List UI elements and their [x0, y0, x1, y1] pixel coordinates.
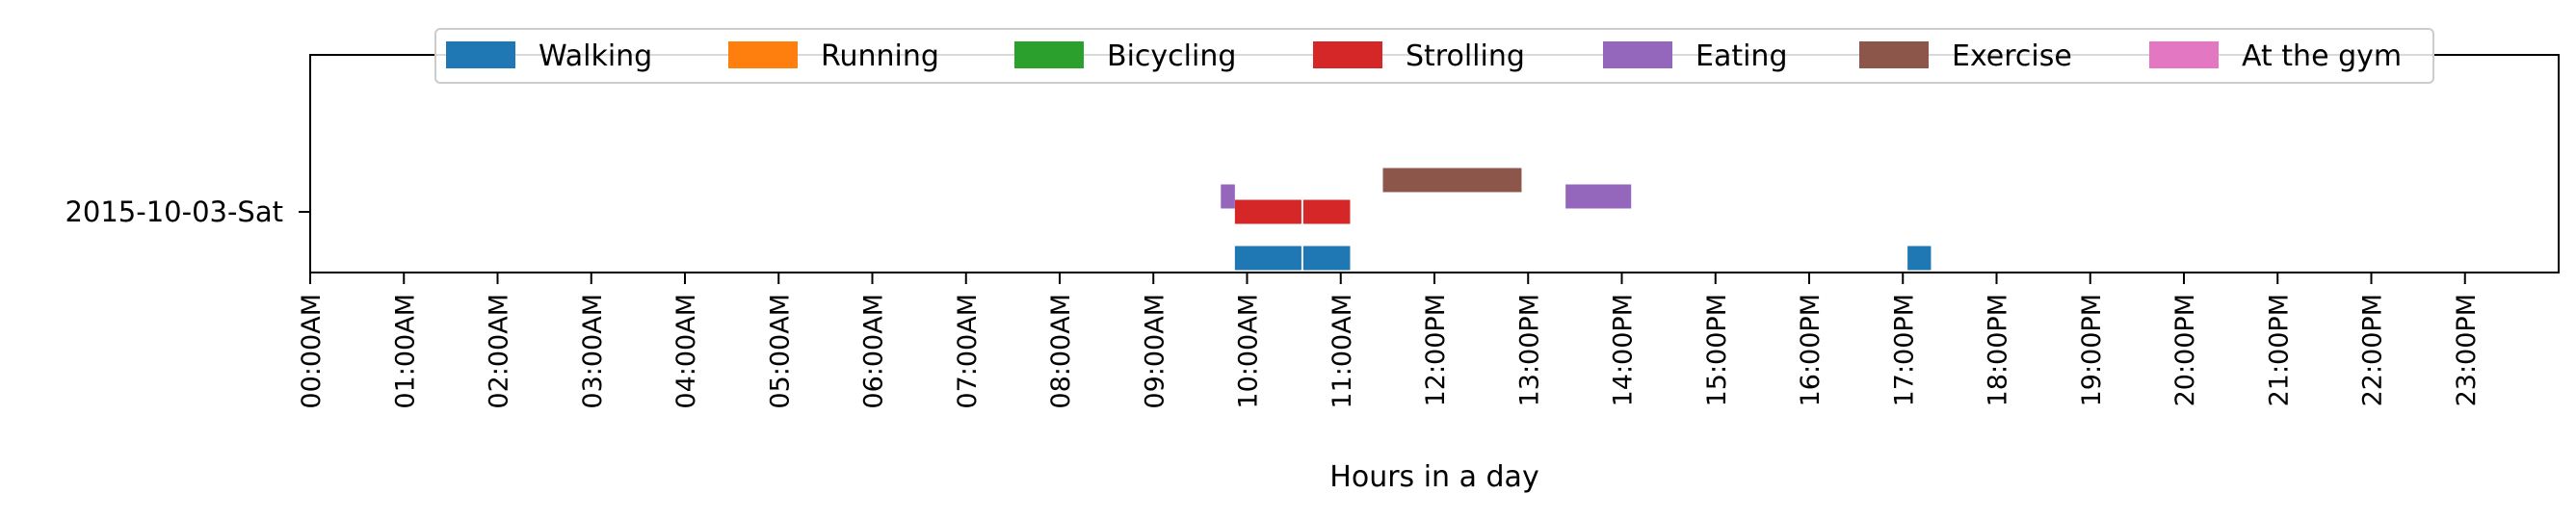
x-tick-label: 14:00PM — [1609, 294, 1639, 406]
legend: Walking Running Bicycling Strolling Eating Ex… — [434, 28, 2434, 84]
x-tick-label: 06:00AM — [859, 294, 889, 409]
x-tick-label: 11:00AM — [1327, 294, 1357, 409]
legend-swatch — [1859, 41, 1929, 68]
bar-eating — [1565, 184, 1632, 209]
legend-box — [434, 28, 2434, 84]
x-tick-label: 15:00PM — [1702, 294, 1732, 406]
x-tick-label: 03:00AM — [578, 294, 608, 409]
legend-swatch — [1313, 41, 1382, 68]
bar-exercise — [1382, 168, 1522, 193]
legend-label: Strolling — [1406, 39, 1525, 73]
y-axis: 2015-10-03-Sat — [65, 195, 310, 228]
legend-swatch — [2149, 41, 2219, 68]
x-axis-label: Hours in a day — [1329, 460, 1538, 494]
x-tick-label: 13:00PM — [1514, 294, 1544, 406]
x-tick-label: 20:00PM — [2170, 294, 2200, 406]
x-tick-label: 21:00PM — [2264, 294, 2294, 406]
x-tick-label: 22:00PM — [2358, 294, 2388, 406]
bars-layer — [1221, 168, 1932, 271]
x-tick-label: 17:00PM — [1889, 294, 1919, 406]
x-tick-label: 10:00AM — [1234, 294, 1264, 409]
x-tick-label: 19:00PM — [2077, 294, 2107, 406]
legend-label: Exercise — [1952, 39, 2072, 73]
bar-strolling — [1302, 199, 1351, 224]
legend-label: Walking — [539, 39, 652, 73]
legend-swatch — [728, 41, 798, 68]
x-tick-label: 18:00PM — [1984, 294, 2013, 406]
x-axis: 00:00AM 01:00AM 02:00AM 03:00AM 04:00AM 05:00… — [297, 273, 2482, 409]
x-tick-label: 12:00PM — [1421, 294, 1451, 406]
x-tick-label: 04:00AM — [671, 294, 701, 409]
x-tick-label: 05:00AM — [765, 294, 795, 409]
x-tick-label: 16:00PM — [1796, 294, 1826, 406]
x-tick-label: 09:00AM — [1140, 294, 1170, 409]
legend-label: Running — [821, 39, 939, 73]
legend-label: Bicycling — [1107, 39, 1236, 73]
x-tick-label: 02:00AM — [485, 294, 514, 409]
bar-walking — [1302, 246, 1351, 271]
legend-swatch — [1014, 41, 1084, 68]
bar-strolling — [1234, 199, 1301, 224]
legend-swatch — [1603, 41, 1672, 68]
bar-walking — [1234, 246, 1301, 271]
x-tick-label: 23:00PM — [2452, 294, 2482, 406]
x-tick-label: 08:00AM — [1046, 294, 1076, 409]
x-tick-label: 07:00AM — [953, 294, 983, 409]
legend-label: Eating — [1695, 39, 1788, 73]
bar-walking — [1907, 246, 1932, 271]
x-tick-label: 00:00AM — [297, 294, 327, 409]
bar-eating — [1221, 184, 1235, 209]
legend-swatch — [446, 41, 515, 68]
x-tick-label: 01:00AM — [390, 294, 420, 409]
y-tick-label: 2015-10-03-Sat — [65, 195, 283, 228]
legend-label: At the gym — [2242, 39, 2402, 73]
